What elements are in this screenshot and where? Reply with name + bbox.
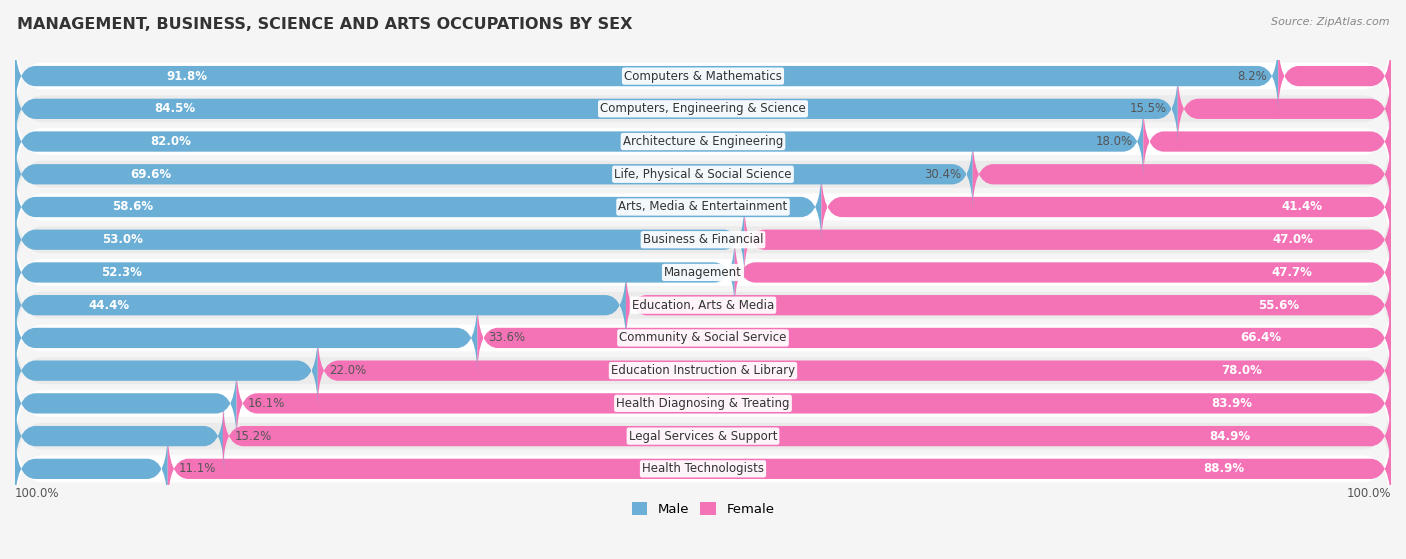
FancyBboxPatch shape: [15, 266, 626, 344]
FancyBboxPatch shape: [626, 266, 1391, 344]
Text: 11.1%: 11.1%: [179, 462, 217, 475]
FancyBboxPatch shape: [222, 397, 1391, 475]
Text: 84.9%: 84.9%: [1209, 430, 1251, 443]
FancyBboxPatch shape: [15, 89, 1391, 193]
FancyBboxPatch shape: [236, 364, 1391, 442]
Text: Education Instruction & Library: Education Instruction & Library: [612, 364, 794, 377]
Text: 18.0%: 18.0%: [1095, 135, 1132, 148]
Text: 15.2%: 15.2%: [235, 430, 273, 443]
FancyBboxPatch shape: [15, 364, 236, 442]
FancyBboxPatch shape: [15, 253, 1391, 357]
FancyBboxPatch shape: [15, 122, 1391, 226]
Text: 78.0%: 78.0%: [1222, 364, 1263, 377]
FancyBboxPatch shape: [15, 57, 1391, 161]
Text: Business & Financial: Business & Financial: [643, 233, 763, 246]
Text: 15.5%: 15.5%: [1129, 102, 1167, 115]
FancyBboxPatch shape: [15, 70, 1178, 148]
FancyBboxPatch shape: [15, 220, 1391, 324]
Text: 22.0%: 22.0%: [329, 364, 366, 377]
Text: 47.7%: 47.7%: [1271, 266, 1312, 279]
FancyBboxPatch shape: [973, 135, 1391, 213]
Legend: Male, Female: Male, Female: [626, 496, 780, 521]
Text: Computers & Mathematics: Computers & Mathematics: [624, 69, 782, 83]
FancyBboxPatch shape: [1278, 37, 1391, 115]
FancyBboxPatch shape: [15, 37, 1278, 115]
Text: 84.5%: 84.5%: [155, 102, 195, 115]
Text: Legal Services & Support: Legal Services & Support: [628, 430, 778, 443]
FancyBboxPatch shape: [15, 352, 1391, 456]
FancyBboxPatch shape: [15, 188, 1391, 292]
FancyBboxPatch shape: [15, 201, 744, 279]
Text: 91.8%: 91.8%: [166, 69, 208, 83]
Text: 58.6%: 58.6%: [111, 201, 153, 214]
Text: 69.6%: 69.6%: [129, 168, 172, 181]
Text: Education, Arts & Media: Education, Arts & Media: [631, 299, 775, 312]
FancyBboxPatch shape: [821, 168, 1391, 246]
Text: 16.1%: 16.1%: [247, 397, 285, 410]
FancyBboxPatch shape: [15, 234, 735, 311]
Text: Computers, Engineering & Science: Computers, Engineering & Science: [600, 102, 806, 115]
Text: 44.4%: 44.4%: [89, 299, 129, 312]
Text: 52.3%: 52.3%: [101, 266, 142, 279]
FancyBboxPatch shape: [15, 286, 1391, 390]
Text: 8.2%: 8.2%: [1237, 69, 1267, 83]
Text: 53.0%: 53.0%: [103, 233, 143, 246]
Text: Arts, Media & Entertainment: Arts, Media & Entertainment: [619, 201, 787, 214]
FancyBboxPatch shape: [477, 299, 1391, 377]
FancyBboxPatch shape: [15, 331, 318, 410]
Text: Community & Social Service: Community & Social Service: [619, 331, 787, 344]
FancyBboxPatch shape: [15, 155, 1391, 259]
FancyBboxPatch shape: [15, 397, 224, 475]
Text: Health Technologists: Health Technologists: [643, 462, 763, 475]
Text: 33.6%: 33.6%: [488, 331, 526, 344]
FancyBboxPatch shape: [1178, 70, 1391, 148]
Text: 88.9%: 88.9%: [1204, 462, 1244, 475]
FancyBboxPatch shape: [167, 430, 1391, 508]
FancyBboxPatch shape: [15, 24, 1391, 128]
FancyBboxPatch shape: [15, 384, 1391, 488]
Text: Source: ZipAtlas.com: Source: ZipAtlas.com: [1271, 17, 1389, 27]
Text: Management: Management: [664, 266, 742, 279]
Text: 30.4%: 30.4%: [925, 168, 962, 181]
FancyBboxPatch shape: [15, 430, 167, 508]
FancyBboxPatch shape: [1143, 103, 1391, 181]
FancyBboxPatch shape: [15, 168, 821, 246]
Text: Life, Physical & Social Science: Life, Physical & Social Science: [614, 168, 792, 181]
FancyBboxPatch shape: [15, 103, 1143, 181]
Text: 82.0%: 82.0%: [150, 135, 191, 148]
Text: 100.0%: 100.0%: [1347, 487, 1391, 500]
Text: 47.0%: 47.0%: [1272, 233, 1313, 246]
Text: MANAGEMENT, BUSINESS, SCIENCE AND ARTS OCCUPATIONS BY SEX: MANAGEMENT, BUSINESS, SCIENCE AND ARTS O…: [17, 17, 633, 32]
FancyBboxPatch shape: [15, 417, 1391, 521]
Text: 100.0%: 100.0%: [15, 487, 59, 500]
FancyBboxPatch shape: [15, 135, 973, 213]
Text: 66.4%: 66.4%: [1240, 331, 1281, 344]
Text: Health Diagnosing & Treating: Health Diagnosing & Treating: [616, 397, 790, 410]
Text: Architecture & Engineering: Architecture & Engineering: [623, 135, 783, 148]
FancyBboxPatch shape: [15, 319, 1391, 423]
Text: 41.4%: 41.4%: [1282, 201, 1323, 214]
Text: 83.9%: 83.9%: [1212, 397, 1253, 410]
FancyBboxPatch shape: [15, 299, 477, 377]
FancyBboxPatch shape: [318, 331, 1391, 410]
FancyBboxPatch shape: [735, 234, 1391, 311]
Text: 55.6%: 55.6%: [1258, 299, 1299, 312]
FancyBboxPatch shape: [744, 201, 1391, 279]
